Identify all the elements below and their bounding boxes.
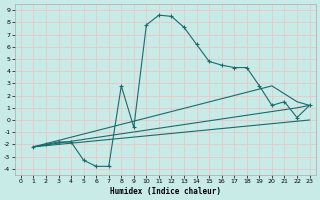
X-axis label: Humidex (Indice chaleur): Humidex (Indice chaleur) [110, 187, 221, 196]
